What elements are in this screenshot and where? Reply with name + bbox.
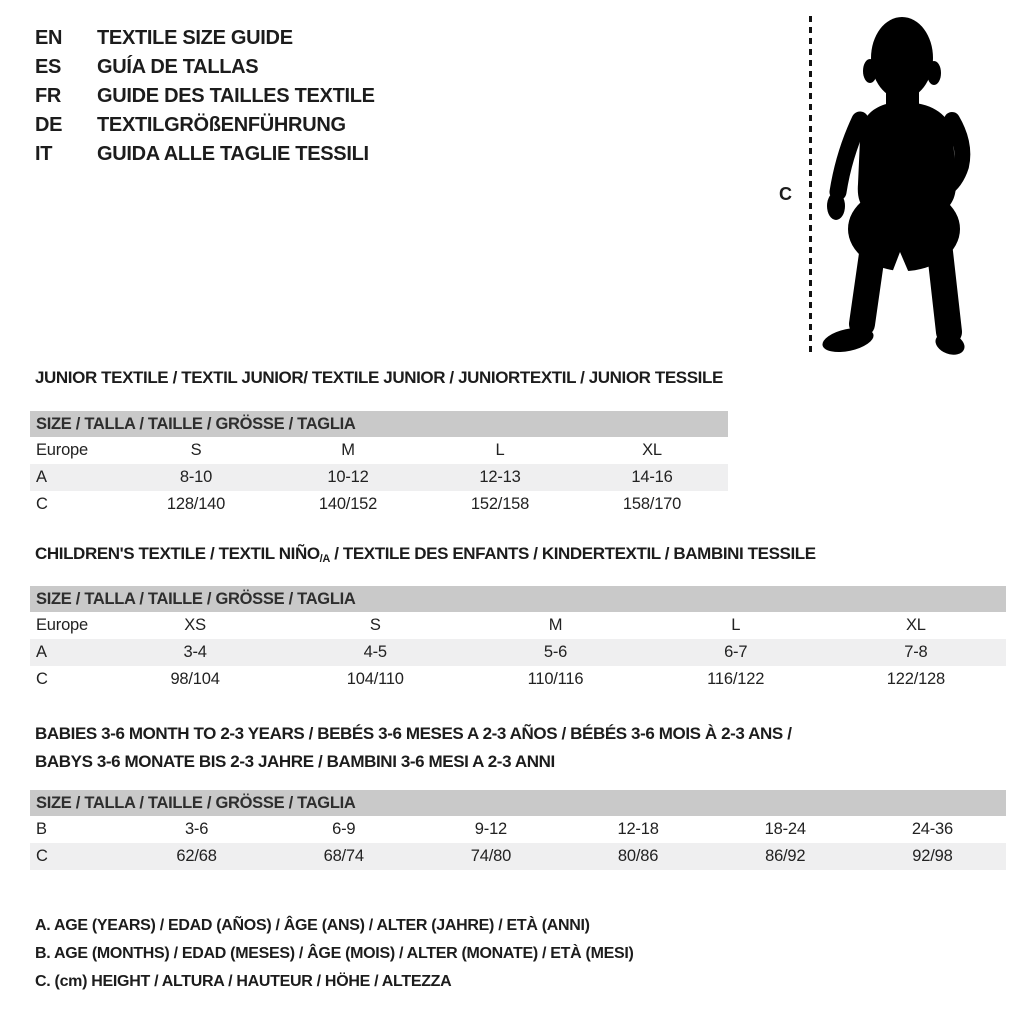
size-table-header: SIZE / TALLA / TAILLE / GRÖSSE / TAGLIA [30,411,728,437]
language-code: FR [35,85,62,107]
table-cell: 6-7 [724,643,748,661]
language-title-list: EN TEXTILE SIZE GUIDE ES GUÍA DE TALLAS … [35,24,375,169]
language-title: TEXTILGRÖßENFÜHRUNG [97,114,346,136]
babies-size-table: SIZE / TALLA / TAILLE / GRÖSSE / TAGLIA … [30,790,1006,870]
section-title-babies-line2: BABYS 3-6 MONATE BIS 2-3 JAHRE / BAMBINI… [35,752,555,771]
size-table-header: SIZE / TALLA / TAILLE / GRÖSSE / TAGLIA [30,586,1006,612]
section-title-children-pre: CHILDREN'S TEXTILE / TEXTIL NIÑO [35,544,320,563]
language-code: ES [35,56,62,78]
table-row-height: C 62/68 68/74 74/80 80/86 86/92 92/98 [30,843,1006,870]
children-size-table: SIZE / TALLA / TAILLE / GRÖSSE / TAGLIA … [30,586,1006,693]
table-cell: 7-8 [904,643,928,661]
table-cell: 9-12 [474,820,508,838]
table-cell: L [495,441,505,459]
table-row-age: A 3-4 4-5 5-6 6-7 7-8 [30,639,1006,666]
language-row-fr: FR GUIDE DES TAILLES TEXTILE [35,82,375,111]
table-cell: 18-24 [764,820,806,838]
language-title: GUÍA DE TALLAS [97,56,259,78]
language-row-it: IT GUIDA ALLE TAGLIE TESSILI [35,140,375,169]
language-title: GUIDA ALLE TAGLIE TESSILI [97,143,369,165]
table-cell: 140/152 [318,495,378,513]
language-code: DE [35,114,63,136]
row-label: C [36,495,48,513]
legend-line-b: B. AGE (MONTHS) / EDAD (MESES) / ÂGE (MO… [35,945,634,962]
section-title-babies-line1: BABIES 3-6 MONTH TO 2-3 YEARS / BEBÉS 3-… [35,724,792,743]
table-cell: 110/116 [527,670,584,688]
table-cell: XS [184,616,206,634]
table-cell: 12-13 [479,468,521,486]
table-row-age: A 8-10 10-12 12-13 14-16 [30,464,728,491]
table-cell: S [369,616,381,634]
table-cell: 158/170 [622,495,682,513]
table-row-age-months: B 3-6 6-9 9-12 12-18 18-24 24-36 [30,816,1006,843]
section-title-children-post: / TEXTILE DES ENFANTS / KINDERTEXTIL / B… [329,544,816,563]
table-cell: XL [905,616,926,634]
row-label: C [36,670,48,688]
section-title-children: CHILDREN'S TEXTILE / TEXTIL NIÑO/A / TEX… [35,544,816,565]
table-cell: 122/128 [886,670,946,688]
table-cell: 6-9 [332,820,356,838]
row-label: C [36,847,48,865]
table-cell: 14-16 [631,468,673,486]
row-label: Europe [36,616,89,634]
table-cell: 86/92 [765,847,806,865]
section-title-babies: BABIES 3-6 MONTH TO 2-3 YEARS / BEBÉS 3-… [35,720,792,776]
table-row-europe: Europe XS S M L XL [30,612,1006,639]
row-label: B [36,820,47,838]
height-measure-label: C [779,184,792,204]
table-cell: 68/74 [323,847,364,865]
table-cell: M [548,616,563,634]
table-cell: 8-10 [179,468,213,486]
language-row-de: DE TEXTILGRÖßENFÜHRUNG [35,111,375,140]
section-title-children-sub: /A [319,553,331,565]
table-cell: 5-6 [543,643,568,661]
row-label: A [36,468,47,486]
table-cell: 98/104 [170,670,220,688]
table-cell: 116/122 [707,670,765,688]
table-cell: 128/140 [166,495,226,513]
table-cell: M [341,441,355,459]
table-cell: 152/158 [470,495,530,513]
table-cell: 74/80 [470,847,512,865]
table-cell: 24-36 [911,820,954,838]
table-cell: 62/68 [176,847,217,865]
section-title-junior: JUNIOR TEXTILE / TEXTIL JUNIOR/ TEXTILE … [35,368,723,387]
language-code: EN [35,27,63,49]
table-cell: XL [642,441,662,459]
row-label: Europe [36,441,89,459]
junior-size-table: SIZE / TALLA / TAILLE / GRÖSSE / TAGLIA … [30,411,728,518]
language-row-en: EN TEXTILE SIZE GUIDE [35,24,375,53]
language-code: IT [35,143,53,165]
table-cell: 3-4 [183,643,207,661]
table-cell: 12-18 [617,820,659,838]
language-title: TEXTILE SIZE GUIDE [97,27,293,49]
measurement-legend: A. AGE (YEARS) / EDAD (AÑOS) / ÂGE (ANS)… [35,912,634,996]
table-cell: 3-6 [184,820,209,838]
table-cell: 10-12 [327,468,369,486]
language-title: GUIDE DES TAILLES TEXTILE [97,85,375,107]
table-row-europe: Europe S M L XL [30,437,728,464]
table-cell: 4-5 [363,643,387,661]
legend-line-a: A. AGE (YEARS) / EDAD (AÑOS) / ÂGE (ANS)… [35,917,590,934]
table-row-height: C 128/140 140/152 152/158 158/170 [30,491,728,518]
table-cell: 104/110 [346,670,404,688]
legend-line-c: C. (cm) HEIGHT / ALTURA / HAUTEUR / HÖHE… [35,973,452,990]
table-cell: 80/86 [617,847,659,865]
size-table-header: SIZE / TALLA / TAILLE / GRÖSSE / TAGLIA [30,790,1006,816]
table-cell: L [731,616,741,634]
row-label: A [36,643,47,661]
toddler-silhouette-icon [822,17,971,355]
table-cell: 92/98 [912,847,953,865]
table-row-height: C 98/104 104/110 110/116 116/122 122/128 [30,666,1006,693]
language-row-es: ES GUÍA DE TALLAS [35,53,375,82]
height-dotted-line [809,16,812,354]
table-cell: S [190,441,202,459]
